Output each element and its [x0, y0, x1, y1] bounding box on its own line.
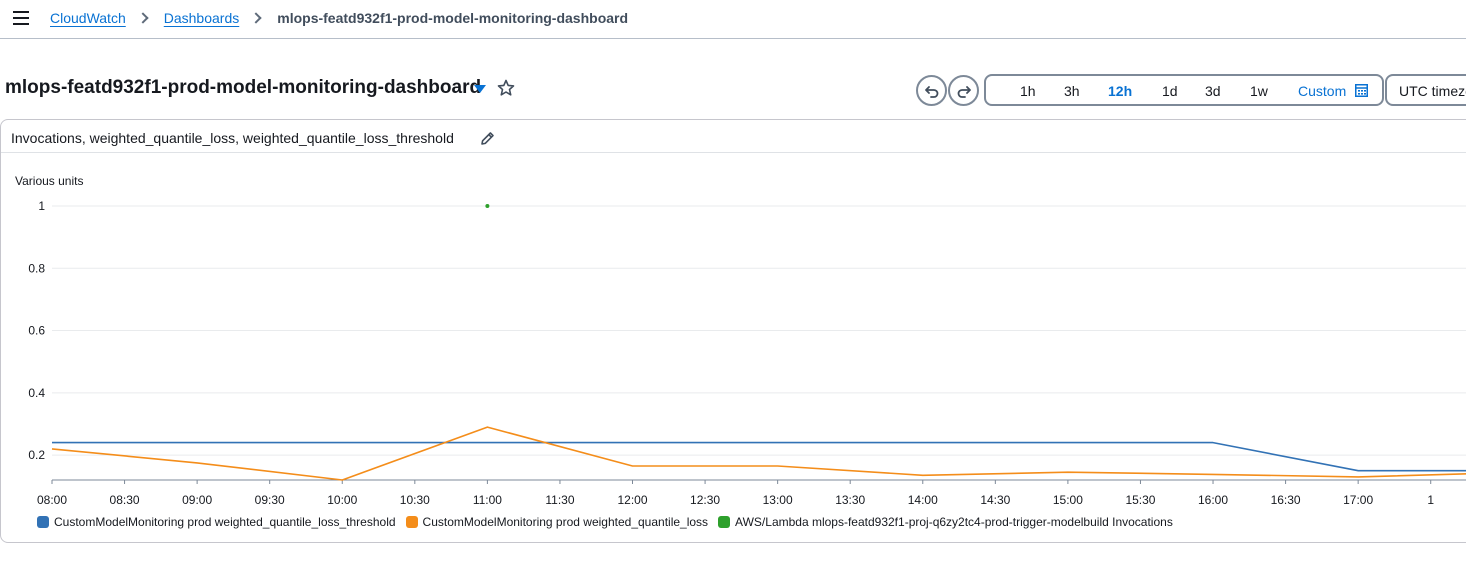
x-tick-label: 10:30 — [400, 493, 430, 507]
x-tick-label: 13:00 — [763, 493, 793, 507]
legend-label: AWS/Lambda mlops-featd932f1-proj-q6zy2tc… — [735, 515, 1173, 529]
breadcrumb-current: mlops-featd932f1-prod-model-monitoring-d… — [277, 10, 629, 26]
legend-swatch — [718, 516, 731, 528]
menu-icon[interactable] — [13, 11, 29, 25]
x-tick-label: 11:00 — [473, 493, 502, 507]
x-tick-label: 17:00 — [1343, 493, 1373, 507]
redo-icon — [957, 85, 971, 98]
metric-widget: Invocations, weighted_quantile_loss, wei… — [0, 119, 1466, 543]
x-tick-label: 16:30 — [1271, 493, 1301, 507]
x-tick-label: 14:30 — [980, 493, 1010, 507]
legend-swatch — [37, 516, 49, 528]
x-tick-label: 14:00 — [908, 493, 938, 507]
legend-item[interactable]: CustomModelMonitoring prod weighted_quan… — [37, 515, 396, 529]
x-tick-label: 13:30 — [835, 493, 865, 507]
y-tick-label: 0.4 — [28, 386, 45, 400]
widget-header: Invocations, weighted_quantile_loss, wei… — [1, 120, 1466, 153]
x-tick-label: 10:00 — [327, 493, 357, 507]
x-tick-label: 15:30 — [1125, 493, 1155, 507]
x-tick-label: 08:30 — [110, 493, 140, 507]
top-navigation-bar: CloudWatch Dashboards mlops-featd932f1-p… — [0, 0, 1466, 39]
y-tick-label: 1 — [38, 199, 45, 213]
range-12h[interactable]: 12h — [1108, 83, 1133, 99]
range-1h[interactable]: 1h — [1020, 83, 1036, 99]
breadcrumb-dashboards[interactable]: Dashboards — [163, 10, 240, 26]
range-1d[interactable]: 1d — [1162, 83, 1178, 99]
legend-label: CustomModelMonitoring prod weighted_quan… — [54, 515, 396, 529]
x-tick-label: 12:30 — [690, 493, 720, 507]
x-tick-label: 08:00 — [37, 493, 67, 507]
calendar-icon[interactable] — [1355, 84, 1368, 97]
timezone-selector[interactable]: UTC timezone — [1385, 74, 1466, 106]
redo-button[interactable] — [948, 75, 979, 106]
y-tick-label: 0.2 — [28, 448, 45, 462]
breadcrumb: CloudWatch Dashboards mlops-featd932f1-p… — [50, 10, 628, 26]
undo-button[interactable] — [916, 75, 947, 106]
series-point-2 — [485, 204, 490, 208]
x-tick-label: 16:00 — [1198, 493, 1228, 507]
series-line-1 — [51, 426, 1466, 481]
caret-down-icon[interactable] — [474, 85, 486, 93]
series-line-0 — [52, 441, 1466, 472]
pencil-icon[interactable] — [480, 131, 495, 146]
range-1w[interactable]: 1w — [1250, 83, 1268, 99]
x-tick-label: 11:30 — [545, 493, 574, 507]
y-tick-label: 0.8 — [28, 261, 45, 275]
legend-swatch — [405, 516, 418, 528]
x-tick-label: 15:00 — [1053, 493, 1083, 507]
chart-legend: CustomModelMonitoring prod weighted_quan… — [37, 515, 1183, 529]
legend-label: CustomModelMonitoring prod weighted_quan… — [422, 515, 709, 529]
chevron-right-icon — [137, 12, 149, 24]
x-tick-label: 09:30 — [255, 493, 285, 507]
time-range-selector: 1h 3h 12h 1d 3d 1w Custom — [984, 74, 1384, 106]
undo-icon — [924, 85, 938, 98]
widget-title: Invocations, weighted_quantile_loss, wei… — [11, 130, 454, 146]
legend-item[interactable]: CustomModelMonitoring prod weighted_quan… — [405, 515, 709, 529]
y-tick-label: 0.6 — [28, 324, 45, 338]
breadcrumb-cloudwatch[interactable]: CloudWatch — [50, 10, 126, 26]
star-icon[interactable] — [497, 79, 515, 97]
y-axis-label: Various units — [15, 174, 84, 188]
x-tick-label: 12:00 — [617, 493, 647, 507]
range-3d[interactable]: 3d — [1205, 83, 1221, 99]
line-chart: 0.2 0.4 0.6 0.8 1 08:00 08:30 09:00 09:30 10:00 10… — [28, 199, 1466, 507]
range-custom[interactable]: Custom — [1298, 83, 1347, 99]
chevron-right-icon — [250, 12, 262, 24]
page-title: mlops-featd932f1-prod-model-monitoring-d… — [5, 77, 482, 98]
x-tick-label: 09:00 — [182, 493, 212, 507]
legend-item[interactable]: AWS/Lambda mlops-featd932f1-proj-q6zy2tc… — [718, 515, 1173, 529]
x-tick-label: 1 — [1427, 493, 1434, 507]
range-3h[interactable]: 3h — [1064, 83, 1080, 99]
